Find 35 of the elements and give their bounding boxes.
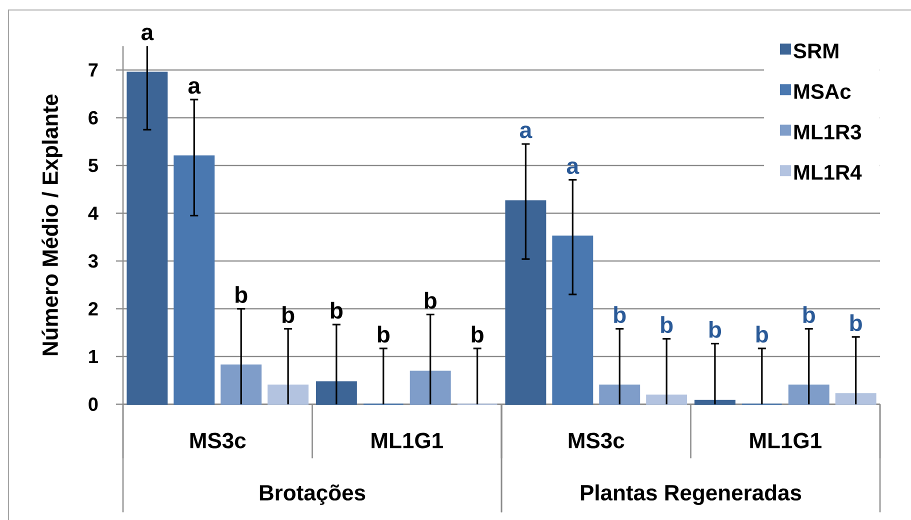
data-label: b <box>709 320 722 338</box>
y-tick-label: 3 <box>88 254 98 268</box>
y-tick-label: 0 <box>88 398 98 412</box>
y-tick-label: 4 <box>88 206 98 220</box>
data-label: a <box>566 161 580 174</box>
data-label: a <box>141 28 154 40</box>
legend-label: MSAc <box>794 84 851 99</box>
y-tick-label: 1 <box>89 350 98 364</box>
data-label: b <box>330 302 343 319</box>
data-label: a <box>520 126 532 138</box>
data-label: b <box>756 326 768 343</box>
y-axis-title: Número Médio / Explante <box>42 94 62 356</box>
data-label: b <box>614 306 626 324</box>
data-label: b <box>472 326 484 343</box>
y-tick-label: 7 <box>88 63 98 77</box>
x-tick-label: MS3c <box>190 432 246 448</box>
data-label: b <box>282 306 294 324</box>
data-label: b <box>236 286 248 303</box>
data-label: a <box>188 81 201 94</box>
data-label: b <box>661 316 673 334</box>
data-label: b <box>850 314 862 332</box>
x-axis-title: Brotações <box>260 484 366 505</box>
x-axis-title: Plantas Regeneradas <box>580 484 802 505</box>
data-label: b <box>803 306 815 324</box>
legend-label: ML1R4 <box>794 165 862 180</box>
y-tick-label: 5 <box>88 158 98 172</box>
x-tick-label: MS3c <box>568 432 624 448</box>
y-tick-label: 2 <box>88 302 98 316</box>
y-tick-label: 6 <box>88 111 98 124</box>
data-label: b <box>378 326 390 343</box>
x-tick-label: ML1G1 <box>372 432 443 448</box>
legend-label: ML1R3 <box>794 124 862 140</box>
data-label: b <box>424 292 436 309</box>
x-tick-label: ML1G1 <box>750 432 822 448</box>
legend-label: SRM <box>794 44 838 58</box>
